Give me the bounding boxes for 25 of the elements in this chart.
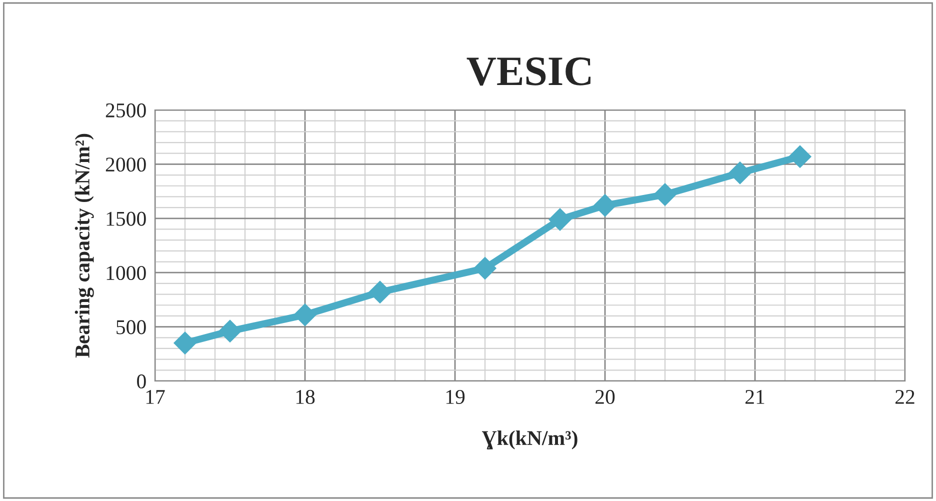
x-tick-label: 21	[746, 390, 764, 404]
chart-title: VESIC	[466, 57, 590, 86]
y-tick-label: 2500	[106, 103, 146, 118]
point	[474, 256, 496, 280]
point	[788, 145, 812, 168]
point	[174, 332, 196, 354]
x-tick-label: 18	[296, 390, 315, 404]
x-axis-title: Ɣk(kN/m³)	[482, 430, 578, 450]
point	[594, 194, 616, 217]
point	[654, 183, 676, 206]
x-tick-label: 20	[596, 390, 615, 404]
point	[218, 320, 242, 342]
y-axis-title: Bearing capacity (kN/m²)	[74, 134, 94, 358]
point	[728, 162, 752, 184]
y-tick-label: 500	[116, 320, 146, 334]
x-tick-label: 22	[896, 390, 914, 404]
x-tick-label: 17	[146, 390, 165, 404]
point	[294, 304, 316, 326]
y-tick-label: 0	[137, 374, 146, 388]
x-tick-label: 19	[446, 390, 465, 404]
y-tick-label: 1000	[106, 266, 146, 280]
y-tick-label: 1500	[106, 212, 146, 226]
y-tick-label: 2000	[106, 158, 146, 172]
point	[548, 208, 572, 231]
point	[368, 280, 392, 304]
